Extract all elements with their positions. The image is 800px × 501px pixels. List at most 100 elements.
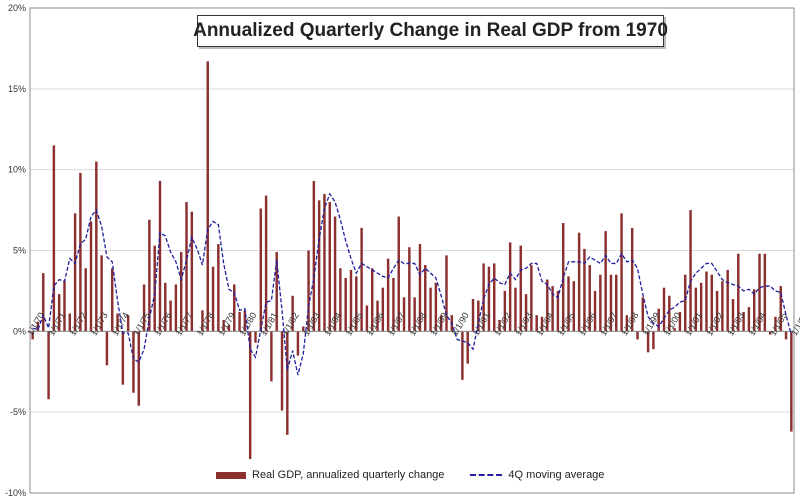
gdp-bar xyxy=(583,248,586,332)
moving-average-line xyxy=(32,192,792,376)
gdp-bar xyxy=(116,313,119,332)
gdp-bar xyxy=(599,274,602,332)
gdp-bar xyxy=(556,290,560,332)
gdp-bar xyxy=(721,281,724,332)
gdp-bar xyxy=(63,281,66,332)
gdp-bar xyxy=(111,268,114,332)
gdp-bar xyxy=(95,161,98,332)
gdp-bar xyxy=(498,320,501,332)
gdp-bar xyxy=(164,282,167,332)
gdp-bar xyxy=(758,253,761,332)
gdp-bar xyxy=(567,276,570,332)
gdp-bar xyxy=(381,287,385,332)
bar-series xyxy=(31,61,793,460)
gdp-bar xyxy=(79,172,82,332)
gdp-bar xyxy=(493,263,496,332)
gdp-bar xyxy=(264,195,268,332)
gdp-bar xyxy=(233,284,236,332)
gdp-bar xyxy=(620,213,623,332)
gdp-bar xyxy=(413,297,416,332)
gdp-bar xyxy=(42,273,45,332)
gdp-bar xyxy=(100,255,103,332)
y-tick-label: 20% xyxy=(8,3,26,13)
gdp-bar xyxy=(397,216,400,332)
gdp-bar xyxy=(84,268,87,332)
gdp-bar xyxy=(328,202,331,332)
gdp-bar xyxy=(270,331,273,382)
gdp-bar xyxy=(47,331,50,400)
gdp-bar xyxy=(784,331,788,340)
gdp-bar xyxy=(710,274,713,332)
gdp-bar xyxy=(296,331,300,356)
gdp-bar xyxy=(355,276,358,332)
legend-swatch-line xyxy=(470,474,503,476)
y-tick-label: 10% xyxy=(8,165,26,175)
gdp-bar xyxy=(652,331,655,350)
gdp-bar xyxy=(174,284,178,332)
gdp-bar xyxy=(211,266,215,332)
gdp-bar xyxy=(790,331,793,432)
gdp-bar xyxy=(238,311,241,332)
legend-item-moving-average: 4Q moving average xyxy=(470,469,604,481)
gdp-bar xyxy=(424,265,427,332)
gdp-bar xyxy=(625,315,629,332)
gdp-bar xyxy=(360,227,363,332)
gdp-bar xyxy=(148,219,151,332)
gdp-bar xyxy=(105,331,109,366)
y-tick-label: 5% xyxy=(13,246,26,256)
legend-label-moving-average: 4Q moving average xyxy=(508,469,605,481)
gdp-bar xyxy=(487,266,491,332)
gdp-bar xyxy=(370,268,374,332)
gdp-bar xyxy=(684,274,687,332)
legend-label-gdp: Real GDP, annualized quarterly change xyxy=(252,469,445,481)
gdp-bar xyxy=(169,300,172,332)
gdp-bar xyxy=(561,223,565,332)
x-axis-ticks: 1/1/70 1/1/71 1/1/72 1/1/73 1/1/74 1/1/75 1/1/… xyxy=(25,311,800,338)
gdp-bar xyxy=(418,244,422,332)
plot-area-border xyxy=(29,7,795,494)
gdp-bar xyxy=(747,307,751,332)
gdp-bar xyxy=(551,286,554,332)
gdp-bar xyxy=(339,268,342,332)
gdp-bar xyxy=(259,208,263,332)
gdp-bar xyxy=(609,274,613,332)
gdp-bar xyxy=(132,331,135,393)
gdp-bar xyxy=(52,145,56,332)
y-tick-label: -10% xyxy=(5,488,26,498)
gdp-bar xyxy=(477,300,480,332)
gdp-bar xyxy=(774,316,777,332)
gdp-bar xyxy=(312,180,316,332)
gdp-bar xyxy=(408,247,411,332)
gdp-bar xyxy=(429,287,432,332)
gdp-bar xyxy=(73,213,77,332)
gdp-bar xyxy=(307,250,310,332)
gdp-bar xyxy=(344,277,347,332)
gdp-bar xyxy=(439,315,443,332)
gdp-bar xyxy=(222,320,225,332)
moving-average-series xyxy=(32,192,792,376)
gdp-bar xyxy=(668,295,671,332)
gdp-bar xyxy=(752,289,756,332)
gdp-bar xyxy=(402,297,406,332)
gdp-bar xyxy=(524,294,528,332)
legend-swatch-bar xyxy=(216,471,246,479)
gdp-bar xyxy=(731,299,735,332)
gdp-bar xyxy=(217,244,220,332)
gdp-bar xyxy=(275,252,278,332)
gdp-bar xyxy=(158,180,162,332)
gdp-bar xyxy=(726,269,729,332)
gdp-bar xyxy=(641,297,645,332)
gdp-bar xyxy=(89,221,93,332)
gdp-bar xyxy=(657,308,660,332)
gdp-bar xyxy=(286,331,289,435)
gdp-bar xyxy=(36,321,40,332)
gdp-bar xyxy=(185,202,188,332)
gdp-bar xyxy=(434,282,438,332)
gdp-bar xyxy=(466,331,469,364)
gdp-bar xyxy=(280,331,284,411)
gdp-bar xyxy=(662,287,666,332)
y-tick-label: 15% xyxy=(8,84,26,94)
gdp-bar xyxy=(577,232,581,332)
